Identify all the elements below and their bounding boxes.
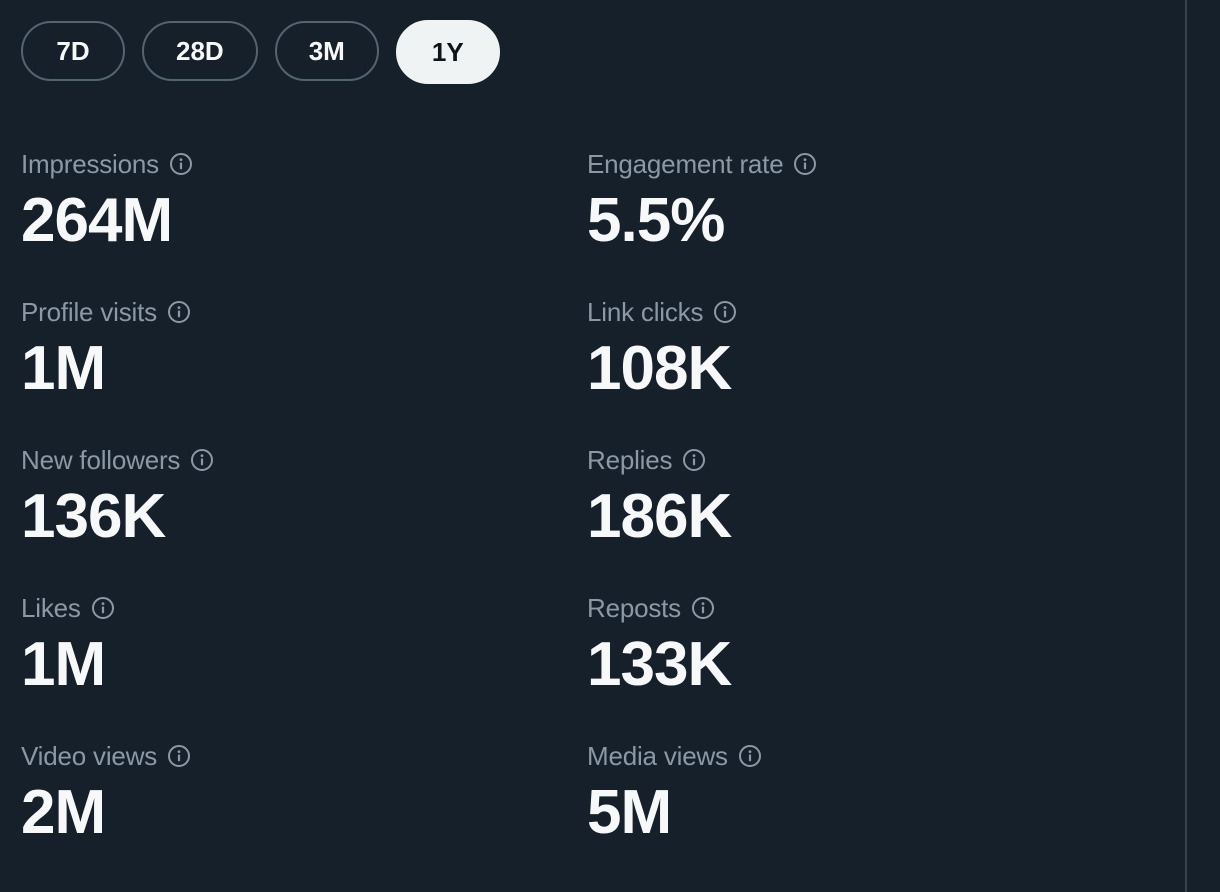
metric-label: Link clicks — [587, 296, 704, 327]
tab-3m[interactable]: 3M — [274, 21, 379, 81]
info-icon[interactable] — [190, 448, 214, 472]
metric-engagement-rate: Engagement rate 5.5% — [587, 142, 1153, 290]
metric-likes: Likes 1M — [21, 586, 587, 734]
tab-28d[interactable]: 28D — [142, 21, 258, 81]
metric-impressions: Impressions 264M — [21, 142, 587, 290]
info-icon[interactable] — [167, 744, 191, 768]
metric-value: 136K — [21, 482, 166, 551]
metric-label: Reposts — [587, 592, 681, 623]
metric-label: Engagement rate — [587, 148, 784, 179]
info-icon[interactable] — [738, 744, 762, 768]
metric-value: 186K — [587, 482, 732, 551]
metric-label: Media views — [587, 740, 728, 771]
info-icon[interactable] — [713, 300, 737, 324]
info-icon[interactable] — [682, 448, 706, 472]
metric-label: Likes — [21, 592, 81, 623]
panel-divider — [1185, 0, 1187, 892]
metric-label: Impressions — [21, 148, 159, 179]
metric-profile-visits: Profile visits 1M — [21, 290, 587, 438]
metrics-grid: Impressions 264M Engagement rate 5.5% Pr… — [21, 142, 1161, 882]
metric-value: 264M — [21, 186, 173, 255]
time-range-tabs: 7D 28D 3M 1Y — [21, 20, 500, 84]
metric-value: 1M — [21, 334, 106, 403]
metric-label: Video views — [21, 740, 158, 771]
metric-new-followers: New followers 136K — [21, 438, 587, 586]
metric-value: 2M — [21, 778, 106, 847]
metric-value: 133K — [587, 630, 732, 699]
metric-video-views: Video views 2M — [21, 734, 587, 882]
metric-label: Replies — [587, 444, 673, 475]
metric-value: 5.5% — [587, 186, 725, 255]
info-icon[interactable] — [691, 596, 715, 620]
metric-value: 5M — [587, 778, 672, 847]
info-icon[interactable] — [169, 152, 193, 176]
metric-link-clicks: Link clicks 108K — [587, 290, 1153, 438]
info-icon[interactable] — [167, 300, 191, 324]
info-icon[interactable] — [793, 152, 817, 176]
info-icon[interactable] — [91, 596, 115, 620]
metric-label: New followers — [21, 444, 181, 475]
metric-value: 1M — [21, 630, 106, 699]
metric-label: Profile visits — [21, 296, 157, 327]
tab-7d[interactable]: 7D — [21, 21, 125, 81]
metric-reposts: Reposts 133K — [587, 586, 1153, 734]
metric-value: 108K — [587, 334, 732, 403]
tab-1y[interactable]: 1Y — [395, 20, 500, 84]
metric-media-views: Media views 5M — [587, 734, 1153, 882]
metric-replies: Replies 186K — [587, 438, 1153, 586]
